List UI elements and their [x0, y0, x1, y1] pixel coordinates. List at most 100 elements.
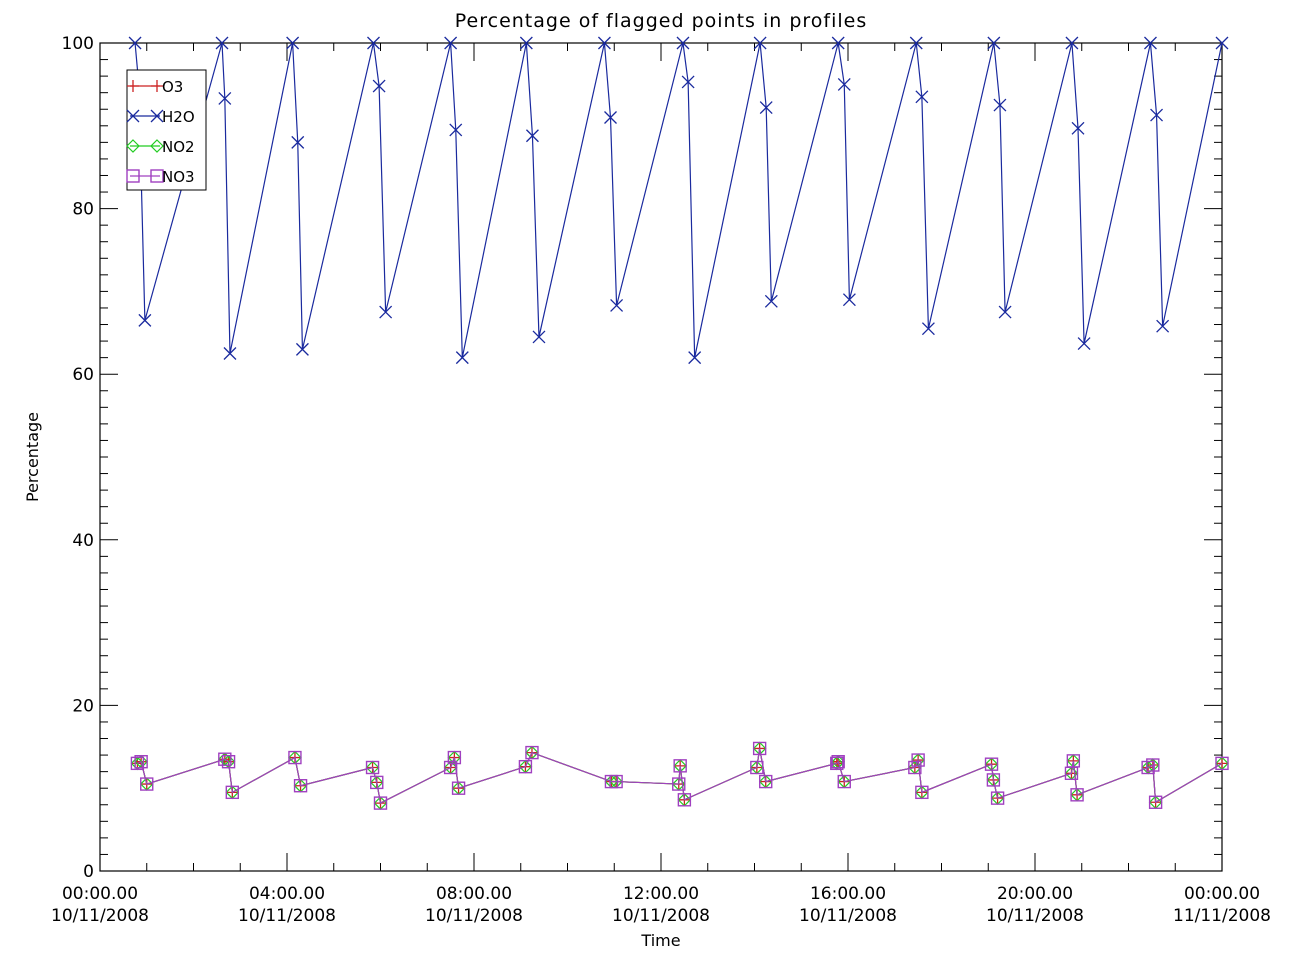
data-point-no3 — [1215, 756, 1229, 771]
marker-stroke — [525, 745, 539, 760]
legend-box — [126, 69, 207, 191]
marker-stroke — [138, 313, 152, 327]
marker-stroke — [752, 741, 767, 756]
marker-stroke — [443, 760, 458, 775]
marker-stroke — [127, 80, 139, 92]
legend-entry-no3: NO3 — [126, 168, 195, 186]
marker-stroke — [990, 791, 1005, 805]
data-point-h2o — [759, 101, 773, 115]
data-point-no3 — [443, 760, 458, 775]
data-point-no3 — [1141, 760, 1155, 775]
y-tick-label: 100 — [62, 34, 94, 54]
marker-stroke — [293, 779, 308, 793]
data-point-no3 — [365, 760, 380, 775]
marker-stroke — [140, 777, 154, 791]
data-point-h2o — [1077, 337, 1091, 351]
marker-stroke — [150, 139, 164, 153]
marker-stroke — [215, 36, 229, 50]
data-point-no3 — [293, 779, 308, 793]
data-point-no3 — [673, 759, 687, 773]
x-tick-label-time: 00:00.00 — [62, 884, 138, 904]
marker-stroke — [151, 80, 163, 92]
marker-stroke — [750, 760, 764, 775]
data-point-h2o — [291, 135, 305, 149]
marker-stroke — [911, 753, 925, 767]
series-line-h2o — [134, 42, 1223, 358]
marker-stroke — [1141, 760, 1155, 775]
data-point-h2o — [604, 111, 617, 124]
marker-stroke — [150, 169, 164, 183]
legend-label: NO2 — [162, 138, 195, 156]
x-tick-label-time: 20:00.00 — [997, 884, 1073, 904]
marker-stroke — [681, 75, 695, 89]
data-point-h2o — [379, 305, 393, 319]
marker-stroke — [150, 109, 164, 123]
plot-frame — [99, 42, 1223, 872]
legend-marker — [127, 80, 139, 92]
data-point-h2o — [1150, 108, 1164, 122]
data-point-no3 — [837, 774, 851, 789]
x-tick-label-time: 12:00.00 — [623, 884, 699, 904]
data-point-h2o — [286, 36, 300, 50]
marker-stroke — [367, 36, 380, 50]
x-tick-label-date: 10/11/2008 — [51, 906, 149, 926]
data-point-no3 — [1148, 795, 1163, 809]
data-point-h2o — [921, 322, 935, 336]
x-tick-label-date: 10/11/2008 — [986, 906, 1084, 926]
data-point-h2o — [993, 98, 1007, 112]
series-line-no3 — [137, 748, 1223, 805]
data-point-no3 — [225, 785, 240, 800]
y-tick-label: 40 — [72, 531, 94, 551]
marker-stroke — [676, 36, 690, 50]
x-tick-label-time: 08:00.00 — [436, 884, 512, 904]
y-axis-label: Percentage — [23, 412, 42, 502]
marker-stroke — [218, 92, 232, 105]
data-point-no3 — [134, 755, 148, 769]
marker-stroke — [753, 36, 767, 50]
data-point-no3 — [831, 755, 845, 769]
data-point-h2o — [837, 77, 851, 91]
marker-stroke — [830, 756, 844, 771]
data-point-h2o — [372, 79, 386, 93]
marker-stroke — [1215, 36, 1229, 50]
marker-stroke — [130, 756, 145, 771]
y-tick-label: 20 — [72, 696, 94, 716]
marker-stroke — [126, 139, 140, 153]
data-point-no3 — [986, 773, 1001, 787]
marker-stroke — [915, 785, 929, 800]
marker-stroke — [370, 775, 384, 790]
marker-stroke — [134, 755, 148, 769]
data-point-h2o — [753, 36, 767, 50]
data-point-no3 — [518, 759, 533, 774]
data-point-no3 — [370, 775, 384, 790]
marker-stroke — [223, 347, 237, 360]
series-h2o — [128, 36, 1229, 365]
legend-entry-no2: NO2 — [126, 138, 195, 156]
marker-stroke — [764, 294, 778, 308]
marker-stroke — [837, 774, 851, 789]
marker-stroke — [673, 759, 687, 773]
data-point-no3 — [130, 756, 145, 771]
marker-stroke — [286, 36, 300, 50]
legend-label: O3 — [162, 78, 183, 96]
marker-stroke — [518, 759, 533, 774]
data-point-no3 — [911, 753, 925, 767]
marker-stroke — [1077, 337, 1091, 351]
x-tick-label-time: 16:00.00 — [810, 884, 886, 904]
marker-stroke — [908, 760, 922, 775]
data-point-no3 — [752, 741, 767, 756]
series-no3 — [130, 741, 1229, 810]
marker-stroke — [1066, 754, 1081, 768]
data-point-no3 — [451, 781, 466, 795]
marker-stroke — [998, 305, 1012, 319]
marker-stroke — [128, 36, 142, 50]
data-point-h2o — [215, 36, 229, 50]
marker-stroke — [288, 750, 302, 765]
y-tick-label: 60 — [72, 365, 94, 385]
marker-stroke — [1148, 795, 1163, 809]
data-point-h2o — [676, 36, 690, 50]
marker-stroke — [447, 750, 462, 765]
legend-entry-o3: O3 — [127, 78, 183, 96]
data-point-h2o — [449, 123, 463, 137]
